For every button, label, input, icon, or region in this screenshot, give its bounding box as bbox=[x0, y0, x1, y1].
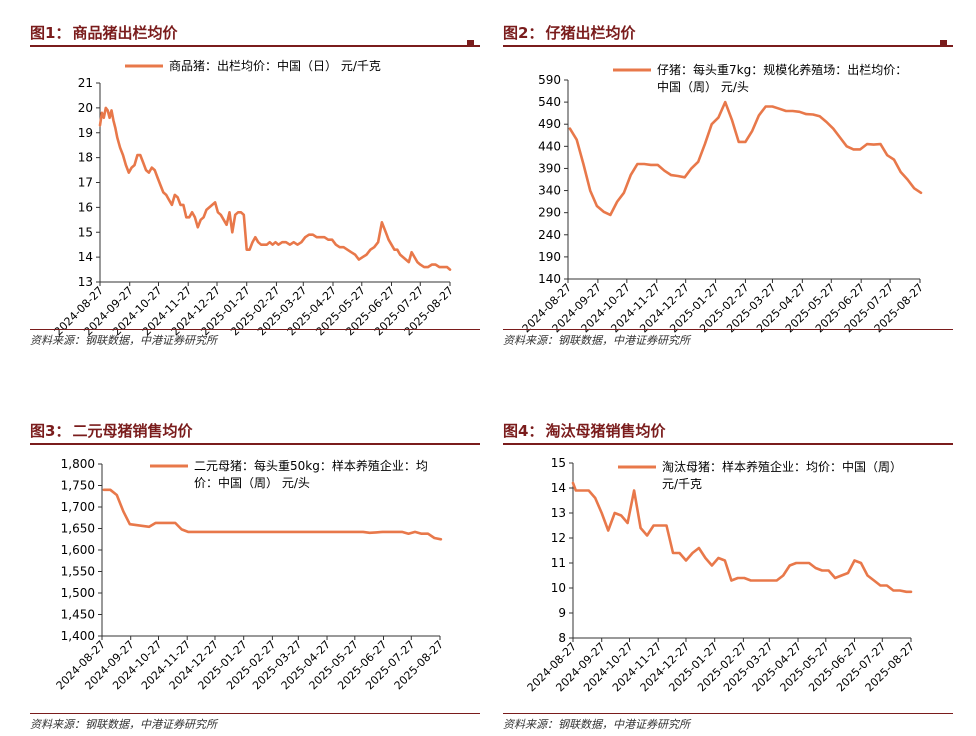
chart-svg-2: 5905404904403903402902401901402024-08-27… bbox=[520, 62, 926, 335]
chart-title-1: 图1： 商品猪出栏均价 bbox=[30, 24, 178, 42]
y-tick-label: 10 bbox=[551, 581, 566, 595]
y-tick-label: 440 bbox=[538, 139, 561, 153]
series-line bbox=[571, 481, 913, 594]
y-tick-label: 21 bbox=[78, 76, 93, 90]
legend-label: 价：中国（周） 元/头 bbox=[194, 475, 310, 490]
chart-svg-3: 1,800 1,750 1,700 1,650 1,600 1,550 1,500 1,450… bbox=[54, 457, 446, 692]
title-corner-mark-1 bbox=[467, 40, 474, 47]
chart-svg-1: 2120191817161514132024-08-272024-09-2720… bbox=[52, 58, 456, 338]
y-tick-label: 1,600 bbox=[61, 543, 95, 557]
y-tick-label: 17 bbox=[78, 176, 93, 190]
y-tick-label: 290 bbox=[538, 206, 561, 220]
chart-title-2: 图2： 仔猪出栏均价 bbox=[503, 24, 636, 42]
y-tick-label: 18 bbox=[78, 151, 93, 165]
y-tick-label: 19 bbox=[78, 126, 93, 140]
y-tick-label: 14 bbox=[78, 250, 93, 264]
y-tick-label: 1,400 bbox=[61, 629, 95, 643]
chart-panel-2: 图2： 仔猪出栏均价 590 540 490 440 390 340 290 240 190 140… bbox=[503, 22, 953, 352]
source-note-2: 资料来源：钢联数据，中港证券研究所 bbox=[503, 334, 690, 347]
y-tick-label: 540 bbox=[538, 95, 561, 109]
series-line bbox=[568, 100, 923, 217]
legend-label: 元/千克 bbox=[662, 477, 702, 491]
source-note-1: 资料来源：钢联数据，中港证券研究所 bbox=[30, 334, 217, 347]
y-tick-label: 590 bbox=[538, 73, 561, 87]
y-tick-label: 140 bbox=[538, 272, 561, 286]
source-note-4: 资料来源：钢联数据，中港证券研究所 bbox=[503, 718, 690, 731]
legend-label: 商品猪：出栏均价：中国（日） 元/千克 bbox=[169, 58, 381, 73]
y-tick-label: 1,800 bbox=[61, 457, 95, 471]
title-corner-mark-2 bbox=[940, 40, 947, 47]
source-divider-4 bbox=[503, 713, 953, 714]
chart-title-3: 图3： 二元母猪销售均价 bbox=[30, 422, 193, 440]
y-tick-label: 15 bbox=[78, 225, 93, 239]
y-tick-label: 9 bbox=[558, 606, 566, 620]
y-tick-label: 13 bbox=[78, 275, 93, 289]
y-tick-label: 12 bbox=[551, 531, 566, 545]
y-tick-label: 11 bbox=[551, 556, 566, 570]
legend-label: 中国（周） 元/头 bbox=[657, 79, 749, 94]
chart-panel-3: 图3： 二元母猪销售均价 1,800 1,750 1,700 1,650 1,600 1,5… bbox=[30, 420, 480, 736]
y-tick-label: 13 bbox=[551, 506, 566, 520]
y-tick-label: 1,650 bbox=[61, 522, 95, 536]
chart-panel-1: 图1： 商品猪出栏均价 21 20 19 18 17 16 15 14 13 2024-08-27 2… bbox=[30, 22, 480, 352]
chart-svg-4: 151413121110982024-08-272024-09-272024-1… bbox=[525, 456, 917, 694]
y-tick-label: 240 bbox=[538, 228, 561, 242]
title-divider-4 bbox=[503, 443, 953, 445]
y-tick-label: 340 bbox=[538, 184, 561, 198]
title-divider-3 bbox=[30, 443, 480, 445]
source-divider-2 bbox=[503, 329, 953, 330]
y-tick-label: 490 bbox=[538, 117, 561, 131]
chart-panel-4: 图4： 淘汰母猪销售均价 15 14 13 12 11 10 9 8 2024-08-27 2024… bbox=[503, 420, 953, 736]
source-divider-1 bbox=[30, 329, 480, 330]
series-line bbox=[102, 488, 443, 541]
y-tick-label: 14 bbox=[551, 481, 566, 495]
y-tick-label: 15 bbox=[551, 456, 566, 470]
title-divider-2 bbox=[503, 45, 953, 47]
source-divider-3 bbox=[30, 713, 480, 714]
y-tick-label: 1,450 bbox=[61, 608, 95, 622]
legend-label: 仔猪：每头重7kg：规模化养殖场：出栏均价： bbox=[657, 62, 907, 77]
y-tick-label: 20 bbox=[78, 101, 93, 115]
y-tick-label: 1,550 bbox=[61, 565, 95, 579]
y-tick-label: 8 bbox=[558, 631, 566, 645]
y-tick-label: 1,750 bbox=[61, 479, 95, 493]
y-tick-label: 190 bbox=[538, 250, 561, 264]
series-line bbox=[98, 106, 452, 271]
legend-label: 淘汰母猪：样本养殖企业：均价：中国（周） bbox=[662, 459, 902, 474]
legend-label: 二元母猪：每头重50kg：样本养殖企业：均 bbox=[194, 458, 428, 473]
source-note-3: 资料来源：钢联数据，中港证券研究所 bbox=[30, 718, 217, 731]
y-tick-label: 1,500 bbox=[61, 586, 95, 600]
y-tick-label: 390 bbox=[538, 161, 561, 175]
chart-title-4: 图4： 淘汰母猪销售均价 bbox=[503, 422, 666, 440]
y-tick-label: 1,700 bbox=[61, 500, 95, 514]
y-tick-label: 16 bbox=[78, 200, 93, 214]
title-divider-1 bbox=[30, 45, 480, 47]
